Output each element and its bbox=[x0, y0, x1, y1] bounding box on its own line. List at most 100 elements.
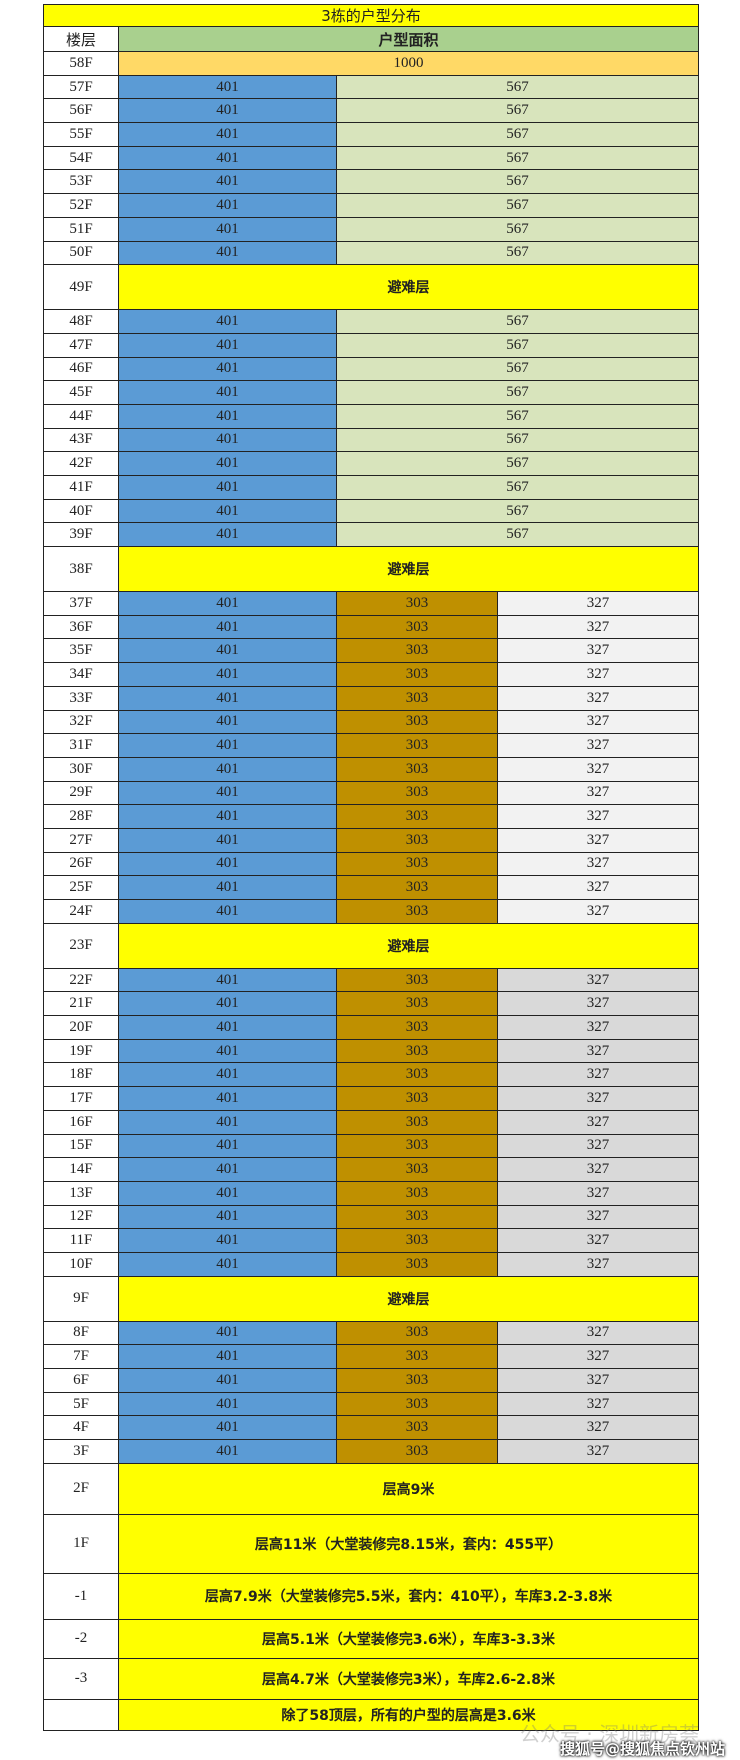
unit-area-cell: 303 bbox=[336, 967, 498, 993]
unit-area-cell: 401 bbox=[118, 875, 337, 900]
note-row: -2 层高5.1米（大堂装修完3.6米），车库3-3.3米 bbox=[43, 1618, 700, 1659]
floor-row: 27F 401 303 327 bbox=[43, 827, 700, 853]
floor-label: 13F bbox=[43, 1180, 119, 1206]
floor-label bbox=[43, 1698, 119, 1731]
floor-row: 56F 401 567 bbox=[43, 98, 700, 124]
floor-row: 51F 401 567 bbox=[43, 216, 700, 242]
floor-row: 44F 401 567 bbox=[43, 403, 700, 429]
floor-label: -2 bbox=[43, 1618, 119, 1659]
refuge-floor-cell: 避难层 bbox=[117, 264, 700, 311]
unit-area-cell: 303 bbox=[336, 899, 498, 924]
floor-label: 11F bbox=[43, 1228, 119, 1253]
unit-area-cell: 327 bbox=[496, 1086, 700, 1111]
unit-area-cell: 303 bbox=[336, 780, 498, 806]
unit-area-cell: 401 bbox=[118, 1415, 337, 1441]
floor-label: 30F bbox=[43, 756, 119, 782]
floor-label: 16F bbox=[43, 1109, 119, 1135]
unit-area-cell: 303 bbox=[336, 1320, 498, 1346]
unit-area-cell: 327 bbox=[496, 685, 700, 711]
floor-label: 45F bbox=[43, 380, 119, 405]
unit-area-cell: 327 bbox=[496, 1320, 700, 1346]
floor-label: 2F bbox=[43, 1462, 119, 1515]
unit-area-cell: 401 bbox=[118, 638, 337, 664]
floor-label: 56F bbox=[43, 98, 119, 124]
floor-row: 35F 401 303 327 bbox=[43, 638, 700, 664]
floor-row: 55F 401 567 bbox=[43, 122, 700, 147]
unit-area-cell: 567 bbox=[335, 240, 700, 266]
floor-row: 33F 401 303 327 bbox=[43, 685, 700, 711]
floor-label: 15F bbox=[43, 1133, 119, 1159]
floor-label: 54F bbox=[43, 145, 119, 171]
unit-area-cell: 401 bbox=[118, 145, 337, 171]
unit-area-cell: 401 bbox=[118, 380, 337, 405]
floor-label: 1F bbox=[43, 1513, 119, 1574]
unit-area-cell: 327 bbox=[496, 1038, 700, 1064]
floor-row: 54F 401 567 bbox=[43, 145, 700, 171]
floor-row: 3F 401 303 327 bbox=[43, 1439, 700, 1464]
unit-area-cell: 401 bbox=[118, 193, 337, 218]
floor-row: 50F 401 567 bbox=[43, 240, 700, 266]
unit-area-cell: 303 bbox=[336, 804, 498, 829]
unit-area-cell: 303 bbox=[336, 1133, 498, 1159]
unit-area-cell: 567 bbox=[335, 403, 700, 429]
unit-area-cell: 401 bbox=[118, 240, 337, 266]
unit-area-cell: 327 bbox=[496, 967, 700, 993]
floor-label: 20F bbox=[43, 1015, 119, 1040]
unit-area-cell: 327 bbox=[496, 733, 700, 758]
floor-label: 17F bbox=[43, 1086, 119, 1111]
unit-area-cell: 327 bbox=[496, 780, 700, 806]
unit-area-cell: 401 bbox=[118, 1133, 337, 1159]
unit-area-cell: 401 bbox=[118, 1015, 337, 1040]
unit-area-cell: 567 bbox=[335, 332, 700, 358]
floor-label: 38F bbox=[43, 546, 119, 593]
unit-area-cell: 327 bbox=[496, 804, 700, 829]
floor-label: -1 bbox=[43, 1572, 119, 1620]
unit-area-cell: 401 bbox=[118, 1320, 337, 1346]
floor-row: 13F 401 303 327 bbox=[43, 1180, 700, 1206]
floor-label: 36F bbox=[43, 614, 119, 640]
unit-area-cell: 401 bbox=[118, 451, 337, 476]
unit-area-cell: 303 bbox=[336, 733, 498, 758]
floor-note-cell: 层高4.7米（大堂装修完3米），车库2.6-2.8米 bbox=[117, 1657, 700, 1700]
floor-row: 6F 401 303 327 bbox=[43, 1368, 700, 1393]
note-row: 38F 避难层 bbox=[43, 546, 700, 593]
unit-area-cell: 401 bbox=[118, 475, 337, 500]
table-title: 3栋的户型分布 bbox=[42, 4, 700, 27]
unit-area-cell: 401 bbox=[118, 733, 337, 758]
unit-area-cell: 401 bbox=[118, 709, 337, 735]
floor-row: 48F 401 567 bbox=[43, 309, 700, 334]
note-row: 2F 层高9米 bbox=[43, 1462, 700, 1515]
floor-label: 34F bbox=[43, 662, 119, 687]
unit-area-cell: 303 bbox=[336, 756, 498, 782]
unit-area-cell: 303 bbox=[336, 614, 498, 640]
floor-label: 23F bbox=[43, 922, 119, 969]
unit-area-cell: 401 bbox=[118, 427, 337, 453]
unit-area-cell: 303 bbox=[336, 875, 498, 900]
unit-area-cell: 567 bbox=[335, 356, 700, 382]
unit-area-cell: 401 bbox=[118, 662, 337, 687]
unit-area-cell: 401 bbox=[118, 309, 337, 334]
unit-area-cell: 1000 bbox=[117, 51, 700, 76]
unit-area-cell: 401 bbox=[118, 1368, 337, 1393]
floor-row: 46F 401 567 bbox=[43, 356, 700, 382]
unit-area-cell: 327 bbox=[496, 875, 700, 900]
unit-area-cell: 327 bbox=[496, 851, 700, 877]
floor-row: 37F 401 303 327 bbox=[43, 591, 700, 616]
floor-label: 19F bbox=[43, 1038, 119, 1064]
unit-distribution-table: 3栋的户型分布 楼层 户型面积 58F 1000 57F 401 567 56F 401 56… bbox=[42, 4, 700, 1731]
floor-row: 18F 401 303 327 bbox=[43, 1062, 700, 1088]
floor-row: 21F 401 303 327 bbox=[43, 991, 700, 1017]
unit-area-cell: 567 bbox=[335, 522, 700, 548]
floor-row: 28F 401 303 327 bbox=[43, 804, 700, 829]
unit-area-cell: 327 bbox=[496, 591, 700, 616]
floor-header: 楼层 bbox=[43, 26, 119, 52]
floor-label: 58F bbox=[43, 51, 119, 76]
unit-area-cell: 327 bbox=[496, 1251, 700, 1277]
floor-row: 26F 401 303 327 bbox=[43, 851, 700, 877]
unit-area-cell: 303 bbox=[336, 1251, 498, 1277]
unit-area-cell: 303 bbox=[336, 1109, 498, 1135]
floor-label: 40F bbox=[43, 498, 119, 524]
floor-row: 5F 401 303 327 bbox=[43, 1391, 700, 1417]
floor-label: 6F bbox=[43, 1368, 119, 1393]
unit-area-cell: 327 bbox=[496, 756, 700, 782]
